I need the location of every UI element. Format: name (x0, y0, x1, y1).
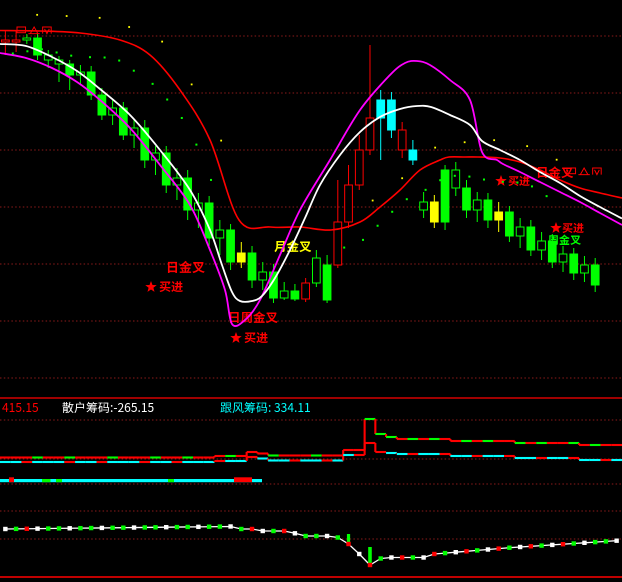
svg-text:散户筹码:-265.15: 散户筹码:-265.15 (62, 399, 154, 416)
svg-text:周金叉: 周金叉 (548, 232, 581, 248)
svg-text:买进: 买进 (159, 278, 183, 295)
svg-text:买进: 买进 (244, 329, 268, 346)
svg-text:415.15: 415.15 (2, 399, 39, 416)
svg-text:跟风筹码: 334.11: 跟风筹码: 334.11 (220, 399, 311, 416)
svg-text:日金叉: 日金叉 (166, 257, 205, 276)
